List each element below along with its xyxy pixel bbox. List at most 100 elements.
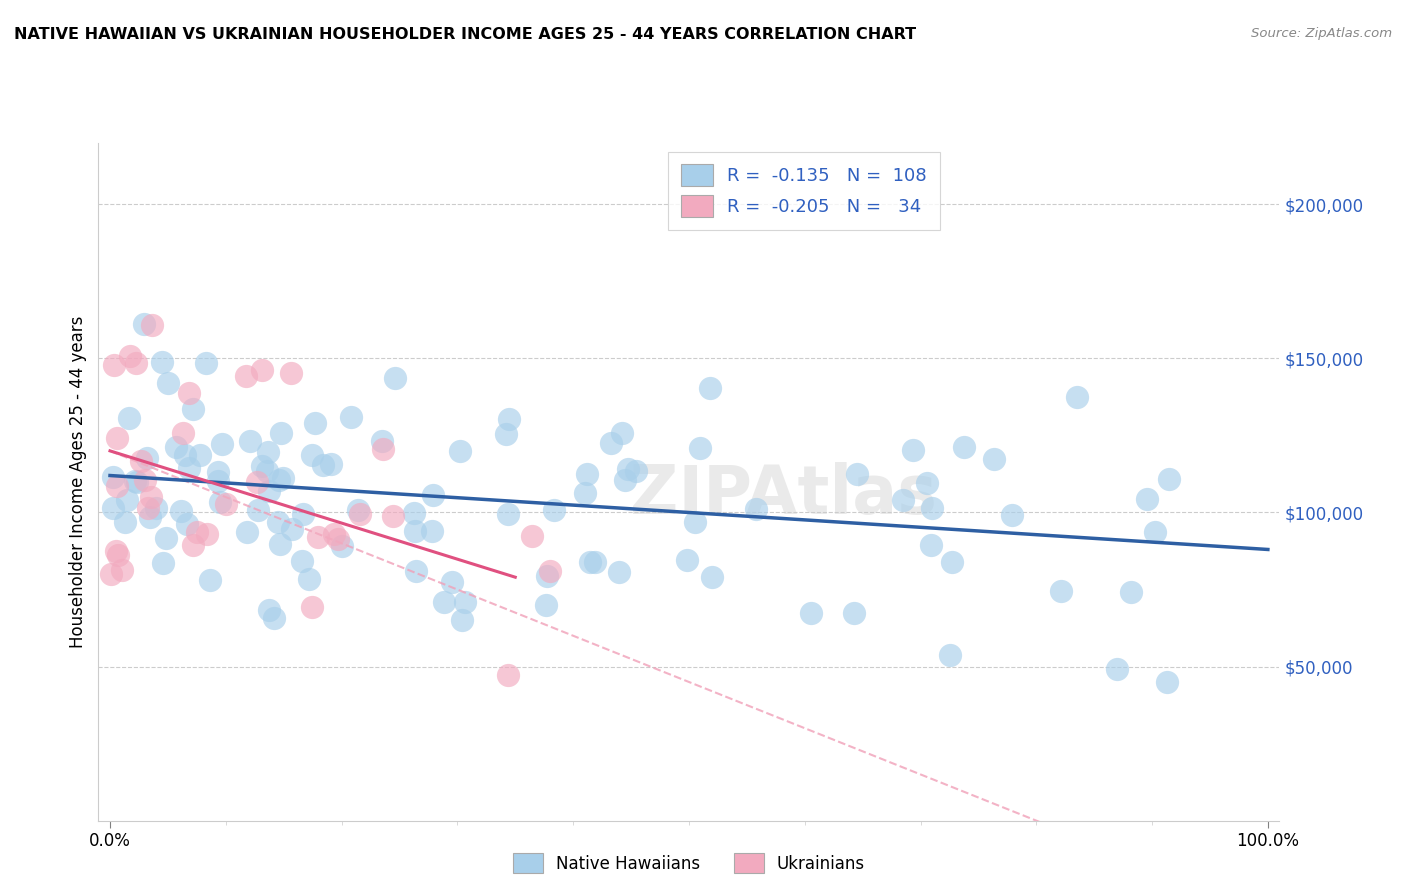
Point xyxy=(135,450,157,465)
Point xyxy=(607,565,630,579)
Point xyxy=(291,554,314,568)
Point xyxy=(745,502,768,516)
Point xyxy=(176,517,198,532)
Point xyxy=(583,555,606,569)
Point xyxy=(301,448,323,462)
Point xyxy=(257,445,280,459)
Point xyxy=(207,465,229,479)
Point xyxy=(209,495,232,509)
Point xyxy=(179,461,201,475)
Point xyxy=(920,539,942,553)
Point xyxy=(1143,525,1166,540)
Point xyxy=(496,507,519,521)
Point xyxy=(1136,491,1159,506)
Point xyxy=(280,366,302,380)
Point xyxy=(451,613,474,627)
Point xyxy=(346,503,368,517)
Text: Source: ZipAtlas.com: Source: ZipAtlas.com xyxy=(1251,27,1392,40)
Point xyxy=(304,416,326,430)
Point xyxy=(270,426,292,441)
Point xyxy=(891,493,914,508)
Point xyxy=(125,356,148,370)
Point xyxy=(938,648,960,662)
Point xyxy=(118,349,141,363)
Point xyxy=(139,509,162,524)
Point xyxy=(616,462,638,476)
Point xyxy=(172,425,194,440)
Point xyxy=(250,458,273,473)
Point xyxy=(612,425,634,440)
Point xyxy=(689,441,711,455)
Point xyxy=(246,502,269,516)
Point xyxy=(307,530,329,544)
Point xyxy=(263,611,285,625)
Point xyxy=(136,500,159,515)
Point xyxy=(134,473,156,487)
Point xyxy=(405,564,427,578)
Text: ZIPAtlas: ZIPAtlas xyxy=(630,462,936,528)
Point xyxy=(150,355,173,369)
Point xyxy=(298,572,321,586)
Point xyxy=(1050,584,1073,599)
Point xyxy=(105,431,128,445)
Point xyxy=(846,467,869,481)
Point xyxy=(330,539,353,553)
Point xyxy=(676,552,699,566)
Point xyxy=(498,412,520,426)
Point xyxy=(574,485,596,500)
Point xyxy=(301,599,323,614)
Point xyxy=(157,376,180,390)
Legend: Native Hawaiians, Ukrainians: Native Hawaiians, Ukrainians xyxy=(506,847,872,880)
Point xyxy=(114,515,136,529)
Y-axis label: Householder Income Ages 25 - 44 years: Householder Income Ages 25 - 44 years xyxy=(69,316,87,648)
Point xyxy=(1066,391,1088,405)
Point xyxy=(207,474,229,488)
Point xyxy=(626,464,648,478)
Point xyxy=(953,441,976,455)
Point xyxy=(174,448,197,462)
Point xyxy=(422,488,444,502)
Point xyxy=(127,475,149,490)
Point xyxy=(404,524,426,538)
Point xyxy=(105,544,128,558)
Point xyxy=(536,569,558,583)
Point xyxy=(520,529,543,543)
Point xyxy=(107,548,129,562)
Point xyxy=(800,606,823,620)
Point xyxy=(1157,473,1180,487)
Point xyxy=(132,318,155,332)
Point xyxy=(454,595,477,609)
Point xyxy=(211,437,233,451)
Point xyxy=(179,386,201,401)
Point xyxy=(152,556,174,570)
Point xyxy=(186,524,208,539)
Point xyxy=(100,567,122,582)
Point xyxy=(543,503,565,517)
Point xyxy=(496,668,519,682)
Point xyxy=(117,492,139,507)
Point xyxy=(575,467,598,481)
Point xyxy=(155,531,177,545)
Point xyxy=(983,451,1005,466)
Point xyxy=(257,603,280,617)
Point xyxy=(246,475,269,489)
Point xyxy=(384,370,406,384)
Point xyxy=(538,564,561,578)
Point xyxy=(613,474,636,488)
Point xyxy=(145,500,167,515)
Point xyxy=(422,524,444,538)
Point xyxy=(181,537,204,551)
Point xyxy=(195,527,218,541)
Point xyxy=(495,427,517,442)
Point xyxy=(101,500,124,515)
Point xyxy=(129,453,152,467)
Point xyxy=(238,434,260,449)
Text: NATIVE HAWAIIAN VS UKRAINIAN HOUSEHOLDER INCOME AGES 25 - 44 YEARS CORRELATION C: NATIVE HAWAIIAN VS UKRAINIAN HOUSEHOLDER… xyxy=(14,27,917,42)
Point xyxy=(281,522,304,536)
Point xyxy=(292,508,315,522)
Point xyxy=(433,595,456,609)
Point xyxy=(235,525,257,540)
Point xyxy=(271,471,294,485)
Point xyxy=(194,356,217,370)
Point xyxy=(188,448,211,462)
